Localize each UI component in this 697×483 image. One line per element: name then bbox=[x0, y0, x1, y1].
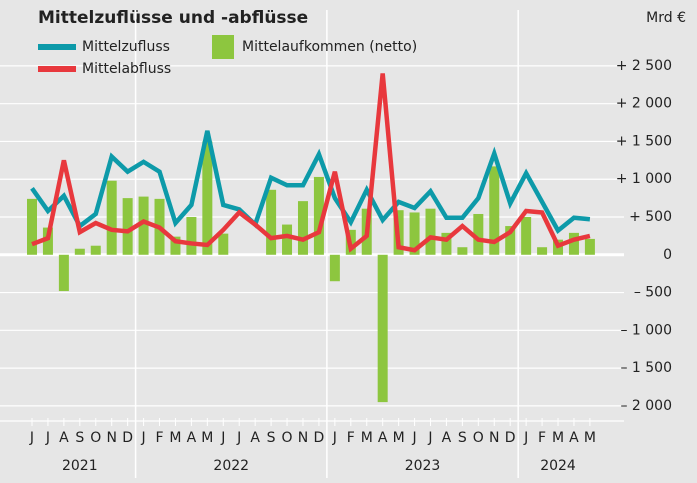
year-label: 2021 bbox=[62, 458, 98, 474]
x-tick-label: O bbox=[282, 430, 293, 446]
x-tick-label: F bbox=[538, 430, 546, 446]
y-tick-label: + 1 500 bbox=[616, 133, 672, 149]
bar bbox=[297, 201, 308, 255]
bar bbox=[122, 198, 133, 255]
x-tick-label: J bbox=[236, 430, 241, 446]
bar bbox=[74, 248, 85, 255]
x-tick-label: A bbox=[442, 430, 452, 446]
chart-title: Mittelzuflüsse und -abflüsse bbox=[38, 8, 308, 28]
y-tick-label: – 500 bbox=[634, 285, 672, 301]
x-tick-label: S bbox=[75, 430, 84, 446]
x-tick-label: J bbox=[141, 430, 146, 446]
bar bbox=[42, 227, 53, 255]
bar bbox=[266, 189, 277, 255]
legend-label: Mittelabfluss bbox=[82, 61, 171, 77]
x-tick-label: D bbox=[505, 430, 516, 446]
x-tick-label: N bbox=[489, 430, 499, 446]
unit-label: Mrd € bbox=[646, 10, 686, 26]
bar bbox=[58, 254, 69, 292]
x-tick-label: A bbox=[187, 430, 197, 446]
x-tick-label: A bbox=[569, 430, 579, 446]
y-tick-label: + 1 000 bbox=[616, 171, 672, 187]
bar bbox=[27, 198, 37, 255]
line bbox=[31, 73, 591, 253]
bar bbox=[170, 236, 181, 255]
x-tick-label: J bbox=[332, 430, 337, 446]
bar bbox=[425, 208, 436, 255]
x-tick-label: S bbox=[458, 430, 467, 446]
year-label: 2022 bbox=[213, 458, 249, 474]
x-tick-label: F bbox=[347, 430, 355, 446]
bar bbox=[521, 217, 532, 255]
y-tick-label: – 2 000 bbox=[620, 398, 672, 414]
bar bbox=[282, 224, 293, 255]
x-tick-label: O bbox=[90, 430, 101, 446]
x-tick-label: J bbox=[45, 430, 50, 446]
y-tick-label: – 1 000 bbox=[620, 322, 672, 338]
bar bbox=[473, 213, 484, 255]
year-label: 2023 bbox=[405, 458, 441, 474]
y-tick-label: + 2 500 bbox=[616, 58, 672, 74]
x-tick-label: J bbox=[411, 430, 416, 446]
x-tick-label: O bbox=[473, 430, 484, 446]
x-tick-label: A bbox=[250, 430, 260, 446]
year-label: 2024 bbox=[540, 458, 576, 474]
bar bbox=[138, 196, 149, 255]
legend-label: Mittelaufkommen (netto) bbox=[242, 39, 417, 55]
x-tick-label: M bbox=[201, 430, 213, 446]
legend-swatch bbox=[212, 35, 234, 59]
x-tick-label: N bbox=[298, 430, 308, 446]
y-tick-label: + 2 000 bbox=[616, 96, 672, 112]
x-tick-label: M bbox=[361, 430, 373, 446]
bar bbox=[489, 166, 500, 255]
x-tick-label: M bbox=[169, 430, 181, 446]
x-tick-label: J bbox=[427, 430, 432, 446]
bar bbox=[568, 232, 579, 255]
bar bbox=[584, 238, 595, 255]
x-tick-label: M bbox=[584, 430, 596, 446]
x-tick-label: J bbox=[523, 430, 528, 446]
line bbox=[30, 130, 591, 235]
bar bbox=[409, 212, 420, 255]
y-tick-label: – 1 500 bbox=[620, 360, 672, 376]
bar bbox=[537, 247, 548, 255]
bar bbox=[457, 247, 468, 255]
bar bbox=[218, 233, 229, 255]
x-tick-label: M bbox=[552, 430, 564, 446]
x-tick-label: S bbox=[267, 430, 276, 446]
bar bbox=[377, 254, 388, 403]
bar bbox=[186, 217, 197, 255]
x-tick-label: A bbox=[59, 430, 69, 446]
x-tick-label: N bbox=[106, 430, 116, 446]
y-tick-label: + 500 bbox=[629, 209, 672, 225]
bar bbox=[106, 180, 117, 255]
x-tick-label: J bbox=[220, 430, 225, 446]
x-tick-label: J bbox=[29, 430, 34, 446]
y-tick-label: 0 bbox=[663, 247, 672, 263]
x-tick-label: D bbox=[314, 430, 325, 446]
x-tick-label: F bbox=[155, 430, 163, 446]
bar bbox=[313, 176, 324, 255]
legend-label: Mittelzufluss bbox=[82, 39, 170, 55]
x-tick-label: A bbox=[378, 430, 388, 446]
bar bbox=[202, 141, 213, 255]
bar bbox=[441, 232, 452, 255]
bar bbox=[90, 245, 101, 255]
bar bbox=[329, 254, 340, 282]
x-tick-label: M bbox=[393, 430, 405, 446]
bar bbox=[505, 226, 516, 255]
grid bbox=[0, 65, 624, 407]
x-tick-label: D bbox=[122, 430, 133, 446]
